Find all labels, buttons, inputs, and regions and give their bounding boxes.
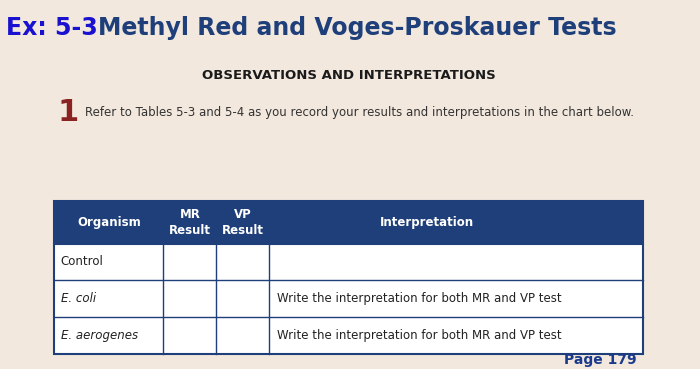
Text: Interpretation: Interpretation: [380, 216, 474, 229]
Text: VP
Result: VP Result: [222, 208, 264, 237]
Text: MR
Result: MR Result: [169, 208, 211, 237]
Bar: [55, 317, 643, 354]
Text: Refer to Tables 5-3 and 5-4 as you record your results and interpretations in th: Refer to Tables 5-3 and 5-4 as you recor…: [85, 106, 634, 119]
Text: Control: Control: [61, 255, 104, 269]
Text: E. coli: E. coli: [61, 292, 96, 306]
Text: Organism: Organism: [77, 216, 141, 229]
Text: Ex: 5-3: Ex: 5-3: [6, 15, 98, 40]
Text: Page 179: Page 179: [564, 353, 637, 367]
Bar: [55, 201, 643, 354]
Text: Write the interpretation for both MR and VP test: Write the interpretation for both MR and…: [276, 329, 561, 342]
Bar: [55, 244, 643, 280]
Text: E. aerogenes: E. aerogenes: [61, 329, 138, 342]
Text: 1: 1: [57, 98, 79, 127]
Text: Methyl Red and Voges-Proskauer Tests: Methyl Red and Voges-Proskauer Tests: [98, 15, 617, 40]
Text: Write the interpretation for both MR and VP test: Write the interpretation for both MR and…: [276, 292, 561, 306]
Text: OBSERVATIONS AND INTERPRETATIONS: OBSERVATIONS AND INTERPRETATIONS: [202, 69, 496, 82]
Bar: [55, 201, 643, 244]
Bar: [55, 280, 643, 317]
